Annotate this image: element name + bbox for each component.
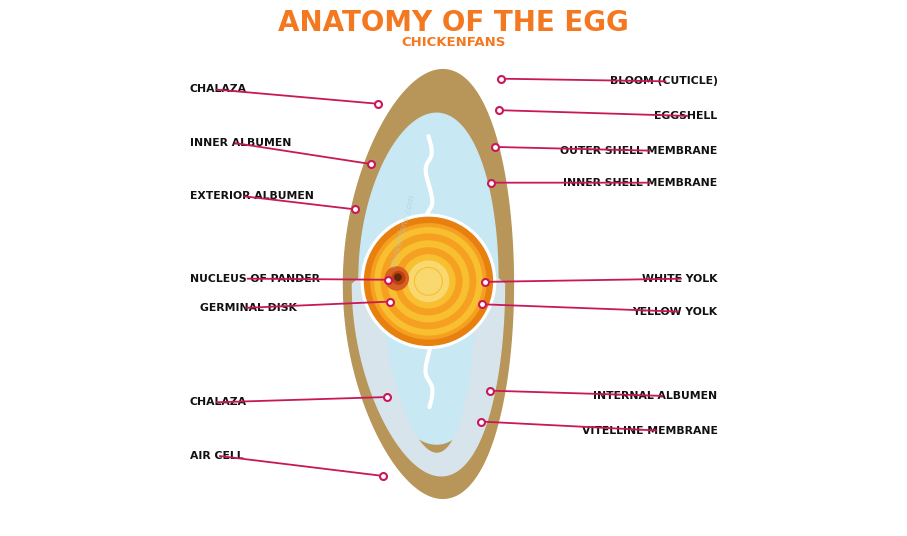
Circle shape — [388, 241, 469, 322]
Text: WHITE YOLK: WHITE YOLK — [642, 274, 717, 284]
Circle shape — [395, 248, 462, 315]
Text: INNER SHELL MEMBRANE: INNER SHELL MEMBRANE — [563, 178, 717, 188]
Circle shape — [415, 269, 441, 294]
Text: INNER ALBUMEN: INNER ALBUMEN — [190, 138, 291, 148]
Circle shape — [402, 255, 455, 308]
Polygon shape — [345, 73, 512, 495]
Text: GERMINAL DISK: GERMINAL DISK — [200, 303, 297, 313]
Text: VITELLINE MEMBRANE: VITELLINE MEMBRANE — [581, 426, 717, 436]
Circle shape — [408, 261, 449, 301]
Polygon shape — [346, 74, 512, 494]
Circle shape — [375, 228, 482, 335]
Text: BLOOM (CUTICLE): BLOOM (CUTICLE) — [610, 76, 717, 86]
Polygon shape — [344, 71, 512, 497]
Polygon shape — [344, 70, 513, 498]
Text: CHALAZA: CHALAZA — [190, 84, 247, 94]
Circle shape — [385, 267, 408, 290]
Text: INTERNAL ALBUMEN: INTERNAL ALBUMEN — [593, 391, 717, 401]
Circle shape — [414, 267, 443, 295]
Text: EGGSHELL: EGGSHELL — [654, 111, 717, 121]
Polygon shape — [359, 113, 498, 444]
Text: ANATOMY OF THE EGG: ANATOMY OF THE EGG — [278, 10, 629, 38]
Text: chickenfans.com: chickenfans.com — [389, 193, 417, 269]
Text: CHICKENFANS: CHICKENFANS — [401, 36, 506, 49]
Circle shape — [365, 217, 493, 345]
Polygon shape — [353, 262, 504, 476]
Polygon shape — [346, 76, 511, 493]
Text: NUCLEUS OF PANDER: NUCLEUS OF PANDER — [190, 274, 319, 284]
Polygon shape — [346, 75, 512, 493]
Text: EXTERIOR ALBUMEN: EXTERIOR ALBUMEN — [190, 191, 314, 201]
Circle shape — [381, 234, 475, 329]
Text: OUTER SHELL MEMBRANE: OUTER SHELL MEMBRANE — [561, 146, 717, 155]
Circle shape — [371, 224, 486, 339]
Circle shape — [395, 274, 401, 280]
Text: CHALAZA: CHALAZA — [190, 397, 247, 407]
Circle shape — [392, 272, 405, 284]
Text: YELLOW YOLK: YELLOW YOLK — [632, 307, 717, 317]
Text: AIR CELL: AIR CELL — [190, 451, 243, 461]
Circle shape — [361, 214, 495, 348]
